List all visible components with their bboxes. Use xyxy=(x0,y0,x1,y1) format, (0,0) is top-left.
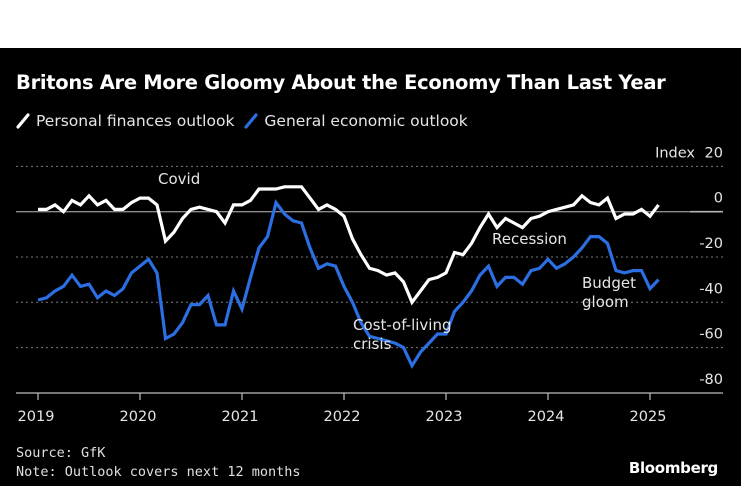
legend-item-general-economic: General economic outlook xyxy=(244,112,468,130)
chart-panel: Britons Are More Gloomy About the Econom… xyxy=(0,48,741,486)
y-tick-label: 20 xyxy=(705,145,723,161)
gridlines xyxy=(16,165,723,349)
x-tick-label: 2021 xyxy=(222,409,259,425)
y-tick-label: -20 xyxy=(699,236,723,252)
annotation-line: crisis xyxy=(353,335,392,353)
bloomberg-logo: Bloomberg xyxy=(628,459,718,477)
x-tick-label: 2024 xyxy=(528,409,565,425)
footer: Source: GfK Note: Outlook covers next 12… xyxy=(16,444,300,482)
line-chart: Index 200-20-40-60-80 2019 2020 2021 2022 20… xyxy=(16,145,723,425)
legend-label: General economic outlook xyxy=(264,112,468,130)
series xyxy=(37,185,660,370)
chart-title: Britons Are More Gloomy About the Econom… xyxy=(16,71,666,94)
blue-line-swatch-icon xyxy=(244,113,259,129)
white-line-swatch-icon xyxy=(16,113,30,129)
source-note: Source: GfK xyxy=(16,445,106,461)
legend: Personal finances outlook General econom… xyxy=(16,112,478,130)
personal-finances-line xyxy=(38,185,660,306)
legend-label: Personal finances outlook xyxy=(36,112,235,130)
annotation-line: Budget xyxy=(582,274,636,292)
annotation-line: Recession xyxy=(492,230,567,248)
y-axis-unit-label: Index xyxy=(655,145,695,161)
y-tick-label: -40 xyxy=(699,281,723,297)
x-tick-label: 2020 xyxy=(120,409,157,425)
x-tick-label: 2019 xyxy=(18,409,55,425)
annotation-line: Cost-of-living xyxy=(353,316,452,334)
outlook-note: Note: Outlook covers next 12 months xyxy=(16,464,301,480)
annotation-covid: Covid xyxy=(158,170,200,188)
x-axis: 2019 2020 2021 2022 2023 2024 2025 xyxy=(16,392,723,425)
y-axis: Index 20 0 -20 -40 -60 -80 xyxy=(655,145,723,388)
x-tick-label: 2022 xyxy=(324,409,361,425)
legend-item-personal-finances: Personal finances outlook xyxy=(16,112,234,130)
x-tick-label: 2023 xyxy=(426,409,463,425)
y-tick-label: -80 xyxy=(699,372,723,388)
annotations: Covid Cost-of-living crisis Recession Budget… xyxy=(158,170,636,353)
annotation-recession: Recession xyxy=(492,230,567,248)
annotation-line: gloom xyxy=(582,293,629,311)
y-tick-label: 0 xyxy=(714,191,723,207)
annotation-line: Covid xyxy=(158,170,200,188)
y-tick-label: -60 xyxy=(699,327,723,343)
annotation-cost-of-living-crisis: Cost-of-living crisis xyxy=(353,316,452,353)
annotation-budget-gloom: Budget gloom xyxy=(582,274,636,311)
x-tick-label: 2025 xyxy=(630,409,667,425)
general-economic-line xyxy=(37,198,660,370)
